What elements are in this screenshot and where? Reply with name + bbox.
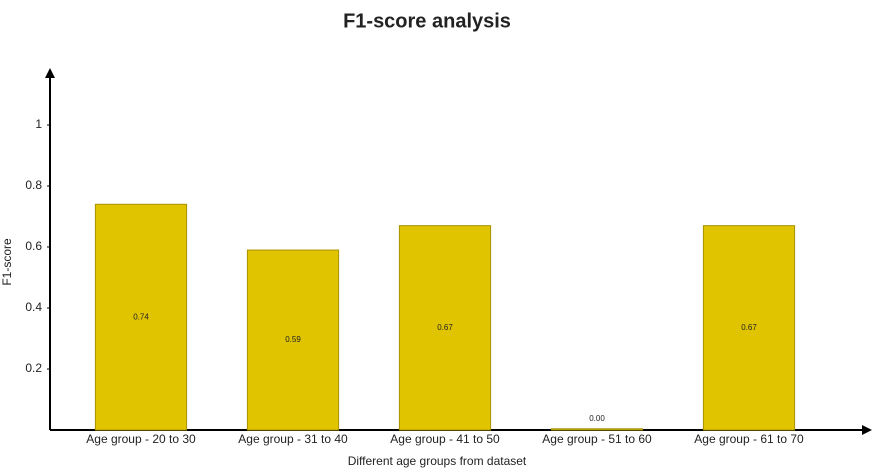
x-tick-label: Age group - 51 to 60 [542,432,652,446]
x-tick-label: Age group - 20 to 30 [86,432,196,446]
value-label: 0.67 [437,323,453,332]
x-tick-label: Age group - 61 to 70 [694,432,804,446]
value-label: 0.67 [741,323,757,332]
value-label: 0.74 [133,312,149,321]
y-tick-label: 0.4 [25,300,42,314]
bar [702,225,796,431]
chart-title: F1-score analysis [343,10,511,32]
value-label: 0.59 [285,335,301,344]
bar [398,225,492,431]
y-tick-label: 0.6 [25,239,42,253]
y-tick-label: 1 [35,117,42,131]
bar [246,249,340,431]
x-axis-label: Different age groups from dataset [348,454,527,468]
value-label: 0.00 [589,414,605,423]
y-tick-label: 0.8 [25,178,42,192]
bar [94,203,188,431]
x-tick-label: Age group - 31 to 40 [238,432,348,446]
x-tick-label: Age group - 41 to 50 [390,432,500,446]
bar [550,428,644,431]
y-axis-label: F1-score [0,238,14,286]
y-tick-label: 0.2 [25,361,42,375]
